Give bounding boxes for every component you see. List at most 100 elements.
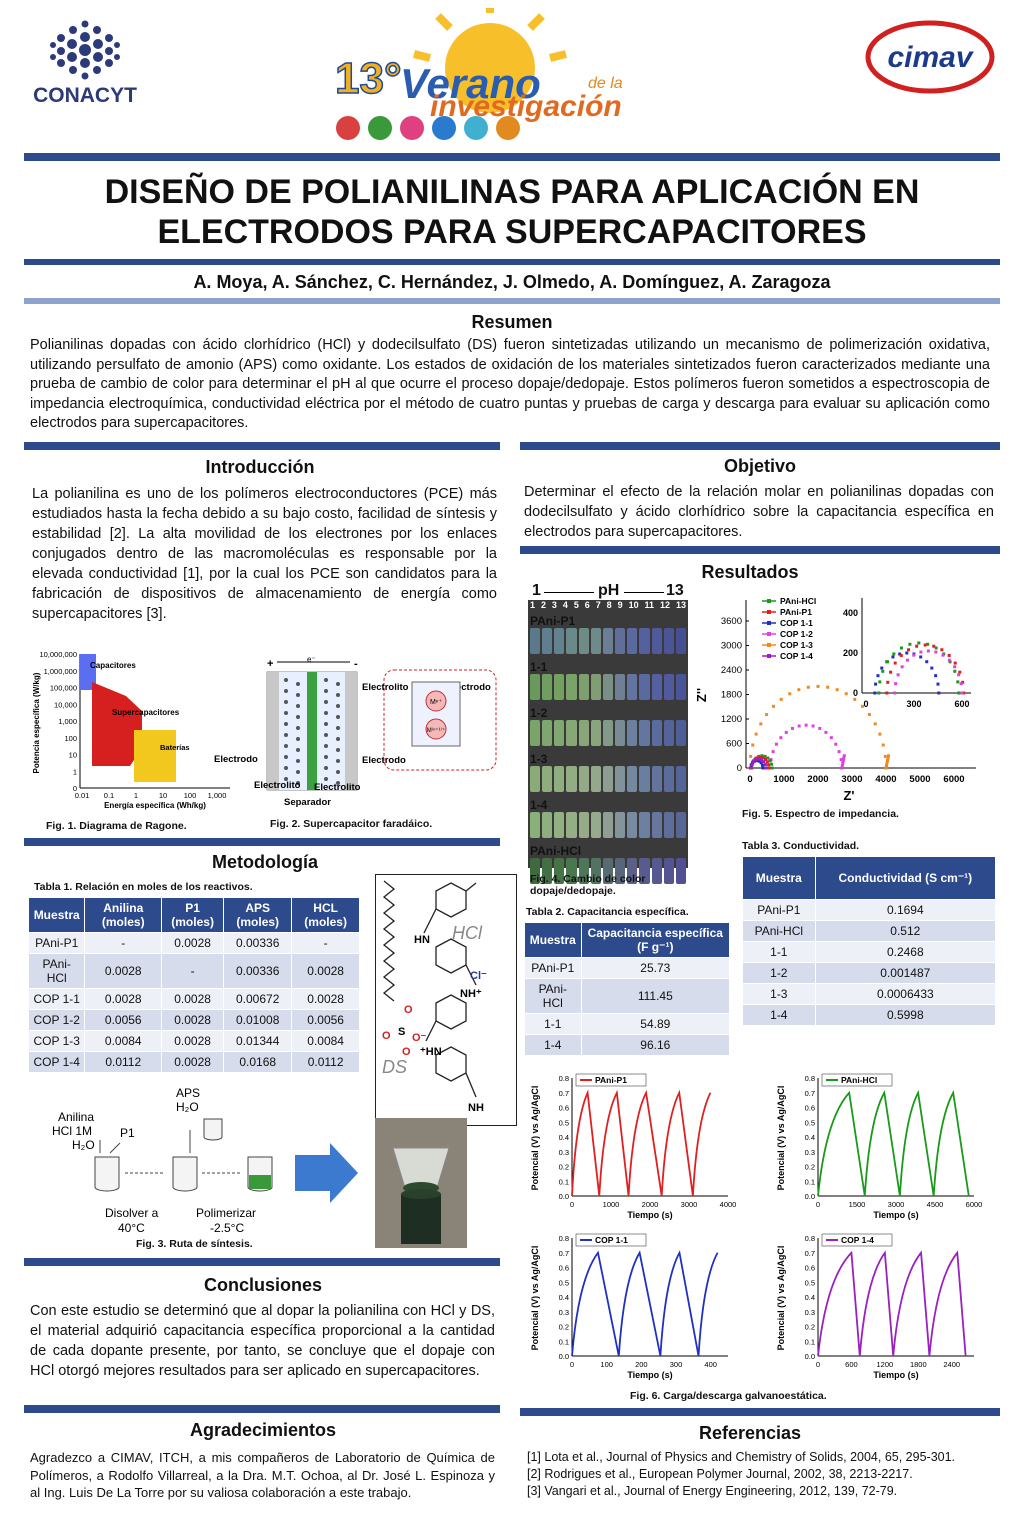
gcd-xtick: 3000 bbox=[888, 1200, 905, 1209]
vial-row-label: 1-3 bbox=[530, 752, 548, 766]
inset-point bbox=[915, 644, 919, 648]
impedance-point bbox=[837, 750, 841, 754]
right-bar-2 bbox=[520, 546, 1000, 554]
gcd-chart-pani-hcl: Potencial (V) vs Ag/AgCl 0.0 0.1 0.2 0.3 0.4 0… bbox=[776, 1068, 986, 1228]
impedance-point bbox=[757, 757, 760, 761]
table-cell: 0.0056 bbox=[84, 1009, 163, 1031]
ph-value: 10 bbox=[628, 600, 639, 610]
gcd-ytick: 0.3 bbox=[805, 1308, 815, 1317]
impedance-point bbox=[826, 685, 830, 689]
impedance-point bbox=[750, 763, 754, 767]
gcd-ytick: 0.8 bbox=[805, 1234, 815, 1243]
label-supercapacitores: Supercapacitores bbox=[112, 708, 180, 717]
table1-header: P1 (moles) bbox=[161, 897, 225, 933]
gcd-ytick: 0.2 bbox=[805, 1163, 815, 1172]
capacitores-region bbox=[80, 654, 96, 690]
gcd-ytick: 0.6 bbox=[559, 1104, 569, 1113]
impedance-point bbox=[804, 723, 808, 727]
impedance-point bbox=[824, 730, 828, 734]
table1-row: PAni-P1-0.0028 0.00336- bbox=[27, 932, 360, 954]
inset-point bbox=[878, 680, 882, 684]
inset-point bbox=[923, 643, 927, 647]
impedance-point bbox=[834, 742, 838, 746]
table-cell: 54.89 bbox=[580, 1013, 731, 1035]
ph-value: 7 bbox=[595, 600, 601, 610]
svg-text:investigación: investigación bbox=[430, 90, 622, 123]
impedance-ytick: 3000 bbox=[721, 641, 742, 652]
ragone-xtick: 0.1 bbox=[104, 791, 114, 800]
inset-point bbox=[959, 682, 963, 686]
table-cell: COP 1-1 bbox=[27, 988, 86, 1010]
gcd-ytick: 0.4 bbox=[559, 1293, 569, 1302]
inset-point bbox=[899, 646, 903, 650]
svg-text:13°: 13° bbox=[335, 54, 402, 103]
inset-point bbox=[886, 680, 890, 684]
ph-value: 8 bbox=[606, 600, 612, 610]
left-bar-2 bbox=[24, 838, 500, 846]
table1-row: COP 1-3 0.0084 0.0028 0.01344 0.0084 bbox=[27, 1030, 360, 1052]
gcd-ytick: 0.6 bbox=[559, 1264, 569, 1273]
inset-point bbox=[908, 642, 912, 646]
table-cell: 0.5998 bbox=[814, 1004, 997, 1026]
inset-point bbox=[956, 680, 960, 684]
left-bar-1 bbox=[24, 442, 500, 450]
objetivo-heading: Objetivo bbox=[723, 456, 796, 476]
impedance-point bbox=[749, 754, 753, 758]
ragone-ytick: 1,000 bbox=[58, 717, 77, 726]
gcd-legend-box bbox=[575, 1233, 647, 1247]
impedance-point bbox=[758, 755, 762, 759]
inset-point bbox=[947, 658, 951, 662]
conclusiones-heading: Conclusiones bbox=[203, 1275, 323, 1295]
gcd-series-line bbox=[817, 1250, 967, 1357]
impedance-legend-item: COP 1-4 bbox=[780, 651, 813, 661]
cimav-logo: cimav bbox=[860, 12, 1000, 102]
gcd-ytick: 0.0 bbox=[559, 1352, 569, 1361]
table-cell: 111.45 bbox=[580, 978, 731, 1014]
gcd-legend-label: COP 1-1 bbox=[595, 1235, 628, 1245]
impedance-point bbox=[840, 766, 844, 770]
gcd-chart-cop11: Potencial (V) vs Ag/AgCl 0.0 0.1 0.2 0.3 0.4 0… bbox=[530, 1228, 740, 1388]
impedance-point bbox=[763, 763, 767, 767]
impedance-point bbox=[797, 688, 801, 692]
table-cell: 0.0006433 bbox=[814, 983, 997, 1005]
table-cell: 0.0028 bbox=[161, 1051, 225, 1073]
impedance-point bbox=[763, 754, 767, 758]
table-cell: 0.0028 bbox=[84, 988, 163, 1010]
table1-header: Muestra bbox=[27, 897, 86, 933]
impedance-legend-item: PAni-P1 bbox=[780, 607, 812, 617]
gcd-legend-label: PAni-P1 bbox=[595, 1075, 627, 1085]
impedance-point bbox=[884, 766, 888, 770]
svg-text:-: - bbox=[354, 658, 358, 670]
introduccion-text: La polianilina es uno de los polímeros e… bbox=[32, 486, 497, 622]
impedance-point bbox=[770, 762, 774, 766]
impedance-point bbox=[774, 742, 778, 746]
inset-ytick: 200 bbox=[843, 648, 858, 658]
svg-text:+: + bbox=[267, 658, 273, 670]
impedance-point bbox=[881, 743, 885, 747]
table-cell: 0.0112 bbox=[291, 1051, 360, 1073]
gcd-ytick: 0.5 bbox=[559, 1278, 569, 1287]
ragone-ylabel: Potencia específica (W/kg) bbox=[32, 672, 41, 773]
inset-point bbox=[889, 670, 893, 674]
table-cell: 0.0028 bbox=[161, 932, 225, 954]
table2-row: PAni-P1 25.73 bbox=[524, 957, 731, 979]
impedance-point bbox=[867, 713, 871, 717]
gcd-xtick: 1800 bbox=[910, 1360, 927, 1369]
svg-text:Cl⁻: Cl⁻ bbox=[470, 970, 487, 982]
vial-row bbox=[530, 662, 687, 702]
impedance-xtick: 0 bbox=[747, 774, 752, 785]
table-cell: 0.0028 bbox=[84, 953, 163, 989]
gcd-ytick: 0.0 bbox=[559, 1192, 569, 1201]
impedance-point bbox=[751, 760, 755, 764]
table-cell: 1-1 bbox=[742, 941, 816, 963]
science-icons bbox=[336, 116, 520, 140]
vial-row bbox=[530, 708, 687, 748]
ragone-xtick: 1 bbox=[134, 791, 138, 800]
svg-text:HCl: HCl bbox=[452, 923, 483, 943]
inset-point bbox=[885, 691, 889, 695]
tabla3-caption: Tabla 3. Conductividad. bbox=[742, 840, 860, 852]
gcd-ytick: 0.3 bbox=[559, 1148, 569, 1157]
impedance-ytick: 2400 bbox=[721, 665, 742, 676]
table1-row: COP 1-1 0.0028 0.0028 0.00672 0.0028 bbox=[27, 988, 360, 1010]
inset-point bbox=[898, 652, 902, 656]
